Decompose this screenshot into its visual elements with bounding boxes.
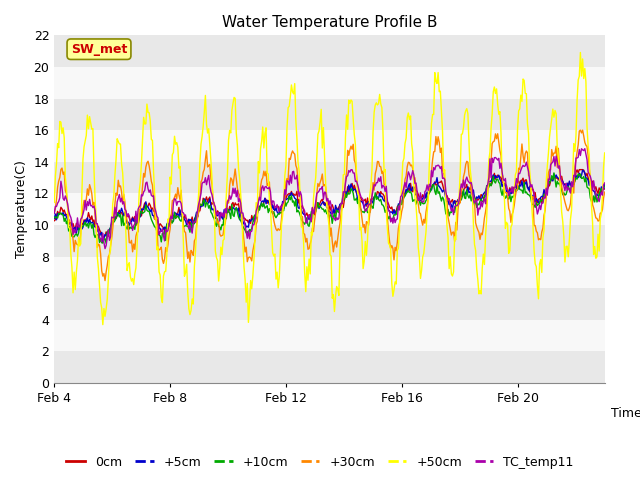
X-axis label: Time: Time (611, 407, 640, 420)
Bar (54, 130, 605, 162)
Y-axis label: Temperature(C): Temperature(C) (15, 160, 28, 258)
Title: Water Temperature Profile B: Water Temperature Profile B (221, 15, 437, 30)
Bar (54, 288, 605, 320)
Bar (54, 351, 605, 383)
Text: SW_met: SW_met (71, 43, 127, 56)
Bar (54, 36, 605, 67)
Bar (54, 256, 605, 288)
Bar (54, 162, 605, 193)
Bar (54, 193, 605, 225)
Legend: 0cm, +5cm, +10cm, +30cm, +50cm, TC_temp11: 0cm, +5cm, +10cm, +30cm, +50cm, TC_temp1… (61, 451, 579, 474)
Bar (54, 98, 605, 130)
Bar (54, 67, 605, 98)
Bar (54, 320, 605, 351)
Bar (54, 225, 605, 256)
